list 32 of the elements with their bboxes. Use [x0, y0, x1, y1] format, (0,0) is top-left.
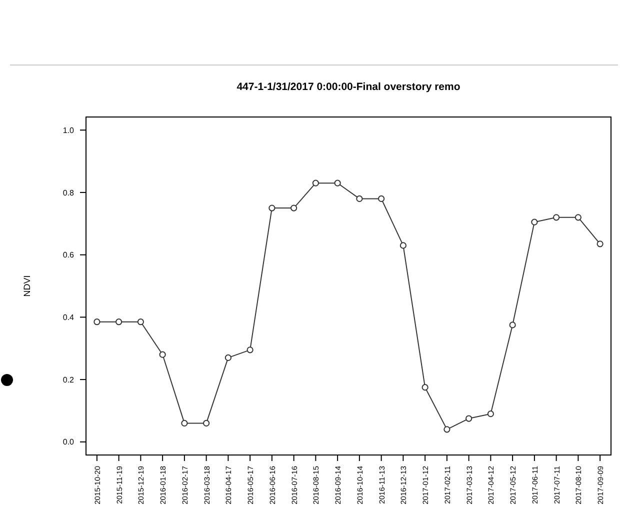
point [137, 318, 144, 326]
point [444, 426, 450, 433]
point [509, 322, 516, 328]
point [487, 410, 494, 418]
point [116, 318, 122, 326]
point [181, 420, 188, 426]
point [574, 214, 582, 221]
y-tick-label: 0.2 [62, 375, 75, 384]
point [466, 415, 472, 422]
y-tick-label: 0.4 [62, 312, 75, 322]
point [268, 204, 276, 212]
point [203, 420, 210, 426]
point [94, 318, 100, 326]
point [312, 180, 319, 186]
point [334, 180, 341, 186]
point [224, 354, 232, 362]
point [422, 384, 428, 391]
y-axis-title: NDVI [22, 275, 32, 297]
point [553, 214, 560, 221]
point [159, 351, 166, 358]
y-tick-label: 0.8 [62, 188, 75, 198]
point [290, 204, 298, 212]
y-tick-label: 0.6 [62, 250, 75, 260]
point [378, 195, 385, 202]
y-tick-label: 1.0 [62, 126, 75, 135]
chart-title: 447-1-1/31/2017 0:00:00-Final overstory remo [236, 81, 460, 93]
point [356, 195, 363, 202]
point [596, 240, 604, 248]
point [400, 242, 406, 249]
point [531, 218, 538, 226]
point [246, 346, 254, 354]
y-tick-label: 0.0 [62, 438, 75, 447]
